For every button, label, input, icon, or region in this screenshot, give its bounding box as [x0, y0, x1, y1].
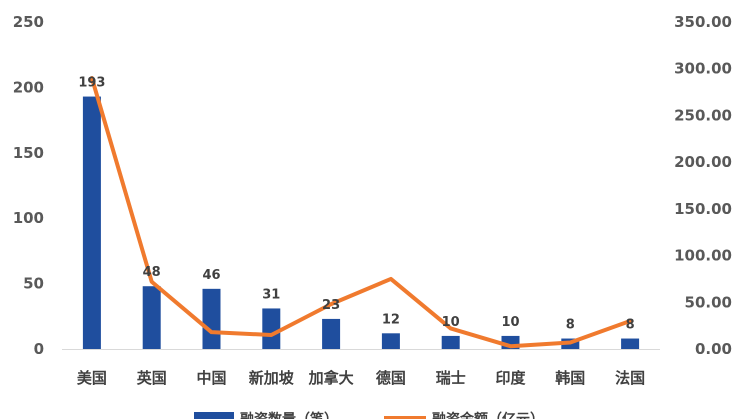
right-axis-tick-label: 350.00	[674, 13, 732, 31]
bar-data-label: 8	[626, 318, 635, 333]
bar	[381, 333, 400, 349]
legend-label-line: 融资金额（亿元）	[432, 411, 544, 419]
left-axis-tick-label: 200	[13, 78, 44, 96]
left-axis-tick-label: 150	[13, 144, 44, 162]
right-axis-tick-label: 50.00	[685, 293, 732, 311]
bar-data-label: 23	[322, 298, 340, 313]
legend-label-bar: 融资数量（笔）	[240, 411, 338, 419]
category-labels: 美国 英国 中国 新加坡 加拿大 德国 瑞士 印度 韩国 法国	[77, 369, 645, 387]
left-axis-tick-label: 250	[13, 13, 44, 31]
series-line	[89, 76, 633, 349]
bar-data-label: 31	[262, 287, 280, 302]
left-axis-tick-label: 100	[13, 209, 44, 227]
bar	[142, 286, 161, 349]
right-axis-tick-label: 0.00	[695, 340, 732, 358]
category-label: 印度	[495, 369, 526, 387]
category-label: 德国	[376, 369, 406, 387]
bar	[441, 335, 460, 349]
left-axis-tick-label: 50	[23, 275, 44, 293]
bar-data-label: 46	[202, 268, 220, 283]
category-label: 韩国	[555, 369, 585, 387]
legend: 融资数量（笔） 融资金额（亿元）	[194, 411, 544, 419]
category-label: 英国	[137, 369, 167, 387]
bar-data-label: 10	[501, 315, 519, 330]
right-axis-tick-label: 250.00	[674, 106, 732, 124]
bar-data-label: 10	[442, 315, 460, 330]
bar-data-label: 8	[566, 318, 575, 333]
bar	[621, 338, 640, 349]
bar-data-label: 12	[382, 312, 400, 327]
right-axis-tick-label: 300.00	[674, 60, 732, 78]
left-axis-tick-label: 0	[34, 340, 44, 358]
bar	[82, 96, 101, 349]
right-axis-tick-label: 200.00	[674, 153, 732, 171]
category-label: 新加坡	[249, 369, 294, 387]
category-label: 法国	[615, 369, 645, 387]
line-series	[89, 76, 633, 349]
bar	[262, 308, 281, 349]
legend-swatch-bar	[194, 412, 234, 419]
right-axis-tick-label: 150.00	[674, 200, 732, 218]
right-axis-tick-label: 100.00	[674, 247, 732, 265]
category-label: 中国	[196, 369, 226, 387]
bar-data-label: 48	[143, 265, 161, 280]
category-label: 加拿大	[308, 369, 354, 387]
category-label: 瑞士	[436, 369, 466, 387]
right-axis-ticks: 0.00 50.00 100.00 150.00 200.00 250.00 300.00 3…	[674, 13, 732, 358]
category-label: 美国	[77, 369, 107, 387]
left-axis-ticks: 0 50 100 150 200 250	[13, 13, 44, 358]
bar	[202, 288, 221, 349]
bar-data-label: 193	[78, 76, 105, 91]
data-labels: 193 48 46 31 23 12 10 10 8 8	[78, 76, 634, 333]
bar	[322, 318, 341, 349]
bar-series	[82, 96, 640, 349]
